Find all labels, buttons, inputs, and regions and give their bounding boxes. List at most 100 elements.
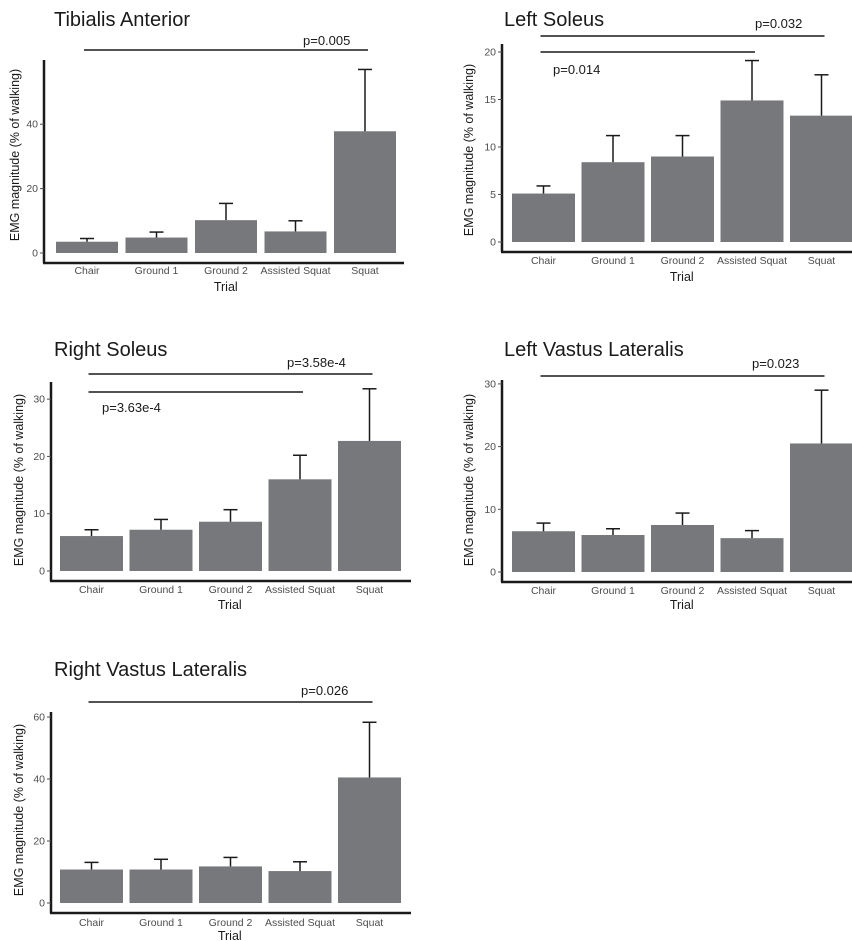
bar	[268, 871, 332, 903]
bar	[651, 156, 714, 242]
y-tick-label: 20	[26, 183, 38, 195]
bar	[199, 866, 262, 903]
x-tick-label: Assisted Squat	[717, 585, 787, 597]
chart-tibialis-anterior: Tibialis Anterior Chair Ground 1 Ground 2 A…	[0, 0, 426, 300]
x-tick-label: Ground 2	[661, 585, 705, 597]
bar	[720, 538, 784, 572]
plot-area: Chair Ground 1 Ground 2 Assisted Squat Squat…	[8, 33, 404, 294]
x-axis-title: Trial	[218, 598, 242, 612]
y-tick-label: 20	[484, 47, 496, 59]
bar	[60, 869, 123, 903]
y-tick-label: 30	[484, 378, 496, 390]
bar	[125, 237, 188, 253]
bar	[790, 443, 852, 572]
x-tick-label: Squat	[808, 585, 836, 597]
bar	[56, 241, 118, 253]
y-tick-label: 30	[33, 394, 45, 406]
x-tick-label: Ground 1	[139, 584, 183, 596]
bar	[720, 100, 784, 242]
chart-title: Left Vastus Lateralis	[504, 339, 684, 361]
plot-area: Chair Ground 1 Ground 2 Assisted Squat Squat…	[12, 683, 411, 941]
bar	[268, 479, 332, 571]
significance-label: p=0.005	[303, 33, 350, 48]
x-axis-title: Trial	[670, 270, 694, 284]
chart-title: Left Soleus	[504, 9, 605, 31]
chart-left-soleus: Left Soleus Chair Ground 1 Ground 2 Assiste…	[426, 0, 852, 300]
y-tick-label: 10	[33, 508, 45, 520]
y-tick-label: 40	[33, 774, 45, 786]
significance-label: p=0.026	[301, 683, 348, 698]
x-axis-title: Trial	[218, 929, 242, 941]
y-axis-title: EMG magnitude (% of walking)	[12, 724, 26, 896]
significance-label: p=3.63e-4	[102, 400, 161, 415]
plot-area: Chair Ground 1 Ground 2 Assisted Squat Squat…	[12, 355, 411, 612]
bar	[129, 869, 193, 903]
chart-right-soleus: Right Soleus Chair Ground 1 Ground 2 Assist…	[0, 330, 426, 630]
x-tick-label: Assisted Squat	[260, 265, 330, 277]
x-tick-label: Squat	[808, 255, 836, 267]
x-tick-label: Assisted Squat	[265, 584, 335, 596]
chart-left-vastus-lateralis: Left Vastus Lateralis Chair Ground 1 Groun…	[426, 330, 852, 630]
y-tick-label: 40	[26, 119, 38, 131]
significance-label: p=0.023	[752, 356, 799, 371]
x-tick-label: Ground 1	[591, 255, 635, 267]
significance-label: p=0.032	[755, 16, 802, 31]
y-tick-label: 20	[33, 836, 45, 848]
y-tick-label: 0	[39, 566, 45, 578]
y-axis-title: EMG magnitude (% of walking)	[462, 64, 476, 236]
x-axis-title: Trial	[214, 280, 238, 294]
y-tick-label: 0	[39, 898, 45, 910]
chart-title: Right Soleus	[54, 339, 168, 361]
y-tick-label: 5	[490, 189, 496, 201]
bar	[581, 162, 645, 242]
significance-label: p=3.58e-4	[287, 355, 346, 370]
significance-label: p=0.014	[553, 62, 600, 77]
bar	[512, 193, 575, 242]
bar	[199, 521, 262, 571]
bar	[338, 440, 401, 571]
x-tick-label: Ground 1	[591, 585, 635, 597]
x-tick-label: Squat	[356, 584, 384, 596]
x-tick-label: Squat	[356, 917, 384, 929]
y-tick-label: 20	[484, 441, 496, 453]
bar	[60, 536, 123, 571]
x-tick-label: Chair	[531, 585, 557, 597]
x-tick-label: Assisted Squat	[717, 255, 787, 267]
y-tick-label: 0	[490, 237, 496, 249]
y-tick-label: 10	[484, 142, 496, 154]
plot-area: Chair Ground 1 Ground 2 Assisted Squat Squat…	[462, 356, 852, 612]
y-tick-label: 20	[33, 451, 45, 463]
bar	[790, 115, 852, 242]
y-tick-label: 60	[33, 712, 45, 724]
bar	[264, 231, 327, 253]
y-tick-label: 0	[32, 248, 38, 260]
x-tick-label: Chair	[531, 255, 557, 267]
bar	[129, 529, 193, 571]
x-tick-label: Chair	[79, 917, 105, 929]
y-axis-title: EMG magnitude (% of walking)	[12, 394, 26, 566]
chart-title: Right Vastus Lateralis	[54, 659, 248, 681]
chart-title: Tibialis Anterior	[54, 9, 190, 31]
x-tick-label: Ground 2	[661, 255, 705, 267]
x-tick-label: Ground 2	[209, 917, 253, 929]
bar	[338, 777, 401, 903]
x-tick-label: Ground 1	[139, 917, 183, 929]
x-tick-label: Assisted Squat	[265, 917, 335, 929]
x-tick-label: Ground 1	[135, 265, 179, 277]
x-tick-label: Chair	[79, 584, 105, 596]
bar	[195, 220, 257, 253]
bar	[581, 535, 645, 572]
x-tick-label: Ground 2	[204, 265, 248, 277]
x-tick-label: Squat	[351, 265, 379, 277]
bar	[334, 131, 396, 253]
plot-area: Chair Ground 1 Ground 2 Assisted Squat Squat…	[462, 16, 852, 284]
x-tick-label: Ground 2	[209, 584, 253, 596]
y-tick-label: 0	[490, 567, 496, 579]
bar	[512, 531, 575, 572]
y-axis-title: EMG magnitude (% of walking)	[462, 394, 476, 566]
y-tick-label: 10	[484, 504, 496, 516]
x-tick-label: Chair	[74, 265, 100, 277]
y-tick-label: 15	[484, 94, 496, 106]
chart-right-vastus-lateralis: Right Vastus Lateralis Chair Ground 1 Grou…	[0, 650, 426, 941]
y-axis-title: EMG magnitude (% of walking)	[8, 69, 22, 241]
